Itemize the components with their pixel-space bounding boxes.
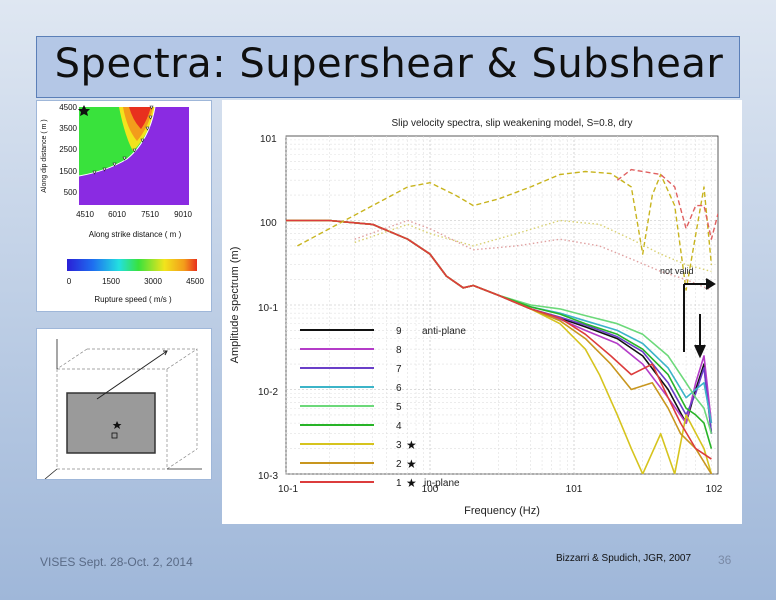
series-line-10 bbox=[297, 170, 713, 291]
map-ylabel: Along dip distance ( m ) bbox=[41, 119, 48, 193]
fault-geometry-panel bbox=[36, 328, 212, 480]
legend-suffix: in-plane bbox=[424, 478, 460, 489]
title-bar: Spectra: Supershear & Subshear bbox=[36, 36, 740, 98]
colorbar-label: Rupture speed ( m/s ) bbox=[94, 295, 172, 304]
legend-suffix: anti-plane bbox=[422, 326, 466, 337]
station-markers bbox=[92, 105, 154, 175]
map-ytick: 500 bbox=[64, 188, 78, 197]
legend-label: 1 bbox=[396, 478, 402, 489]
rupture-map bbox=[78, 105, 189, 205]
map-xlabel: Along strike distance ( m ) bbox=[89, 230, 182, 239]
x-tick-labels: 10-1 100 101 102 bbox=[278, 484, 723, 495]
map-xtick: 6010 bbox=[108, 210, 126, 219]
series-line-12 bbox=[354, 219, 712, 291]
ytick-label: 10-3 bbox=[258, 471, 278, 482]
xtick-label: 102 bbox=[706, 484, 723, 495]
spectra-chart: Slip velocity spectra, slip weakening mo… bbox=[229, 118, 723, 517]
map-x-ticks: 4510 6010 7510 9010 bbox=[76, 210, 192, 219]
ytick-label: 100 bbox=[260, 218, 277, 229]
series-line-13 bbox=[354, 219, 712, 273]
ytick-label: 10-2 bbox=[258, 387, 278, 398]
ytick-label: 101 bbox=[260, 134, 277, 145]
map-xtick: 9010 bbox=[174, 210, 192, 219]
page-number: 36 bbox=[718, 553, 732, 567]
spectra-chart-panel: Slip velocity spectra, slip weakening mo… bbox=[222, 100, 742, 524]
ytick-label: 10-1 bbox=[258, 303, 278, 314]
xtick-label: 101 bbox=[566, 484, 583, 495]
legend-label: 9 bbox=[396, 326, 402, 337]
legend-star-icon: ★ bbox=[406, 457, 417, 471]
fault-plane bbox=[66, 392, 156, 454]
legend-label: 2 bbox=[396, 459, 402, 470]
colorbar-tick: 0 bbox=[67, 277, 72, 286]
footer-conference: VISES Sept. 28-Oct. 2, 2014 bbox=[40, 555, 193, 569]
fault-geometry-diagram bbox=[44, 339, 202, 480]
colorbar bbox=[67, 259, 197, 271]
chart-title: Slip velocity spectra, slip weakening mo… bbox=[392, 118, 633, 129]
series-group bbox=[286, 168, 718, 474]
legend-label: 7 bbox=[396, 364, 402, 375]
legend: 9 anti-plane 8 7 6 5 4 3 ★ 2 ★ 1 ★ in-plane bbox=[300, 326, 466, 490]
map-red-region bbox=[129, 107, 151, 129]
legend-label: 5 bbox=[396, 402, 402, 413]
map-ytick: 2500 bbox=[59, 145, 77, 154]
colorbar-tick: 1500 bbox=[102, 277, 120, 286]
not-valid-annotation: not valid bbox=[660, 266, 694, 276]
hypocenter-star-icon bbox=[112, 421, 122, 429]
y-tick-labels: 101 100 10-1 10-2 10-3 bbox=[258, 134, 278, 482]
map-ytick: 1500 bbox=[59, 167, 77, 176]
hypocenter-star-icon bbox=[78, 105, 90, 116]
map-ytick: 3500 bbox=[59, 124, 77, 133]
colorbar-tick: 4500 bbox=[186, 277, 204, 286]
station-square-icon bbox=[111, 432, 118, 439]
grid bbox=[285, 136, 718, 475]
map-y-ticks: 4500 3500 2500 1500 500 bbox=[59, 103, 77, 197]
map-ytick: 4500 bbox=[59, 103, 77, 112]
xtick-label: 10-1 bbox=[278, 484, 298, 495]
x-axis-label: Frequency (Hz) bbox=[464, 505, 540, 517]
series-line-9 bbox=[286, 219, 712, 460]
footer-citation: Bizzarri & Spudich, JGR, 2007 bbox=[556, 553, 692, 564]
map-xtick: 4510 bbox=[76, 210, 94, 219]
legend-star-icon: ★ bbox=[406, 438, 417, 452]
y-axis-label: Amplitude spectrum (m) bbox=[229, 247, 241, 364]
xtick-label: 100 bbox=[422, 484, 439, 495]
colorbar-ticks: 0 1500 3000 4500 bbox=[67, 277, 205, 286]
legend-label: 4 bbox=[396, 421, 402, 432]
legend-star-icon: ★ bbox=[406, 476, 417, 490]
legend-label: 6 bbox=[396, 383, 402, 394]
slide-title: Spectra: Supershear & Subshear bbox=[54, 41, 724, 87]
not-valid-arrows bbox=[683, 278, 716, 359]
legend-label: 3 bbox=[396, 440, 402, 451]
map-xtick: 7510 bbox=[141, 210, 159, 219]
rupture-speed-map-panel: 4500 3500 2500 1500 500 4510 6010 7510 9… bbox=[36, 100, 212, 312]
legend-label: 8 bbox=[396, 345, 402, 356]
colorbar-tick: 3000 bbox=[144, 277, 162, 286]
